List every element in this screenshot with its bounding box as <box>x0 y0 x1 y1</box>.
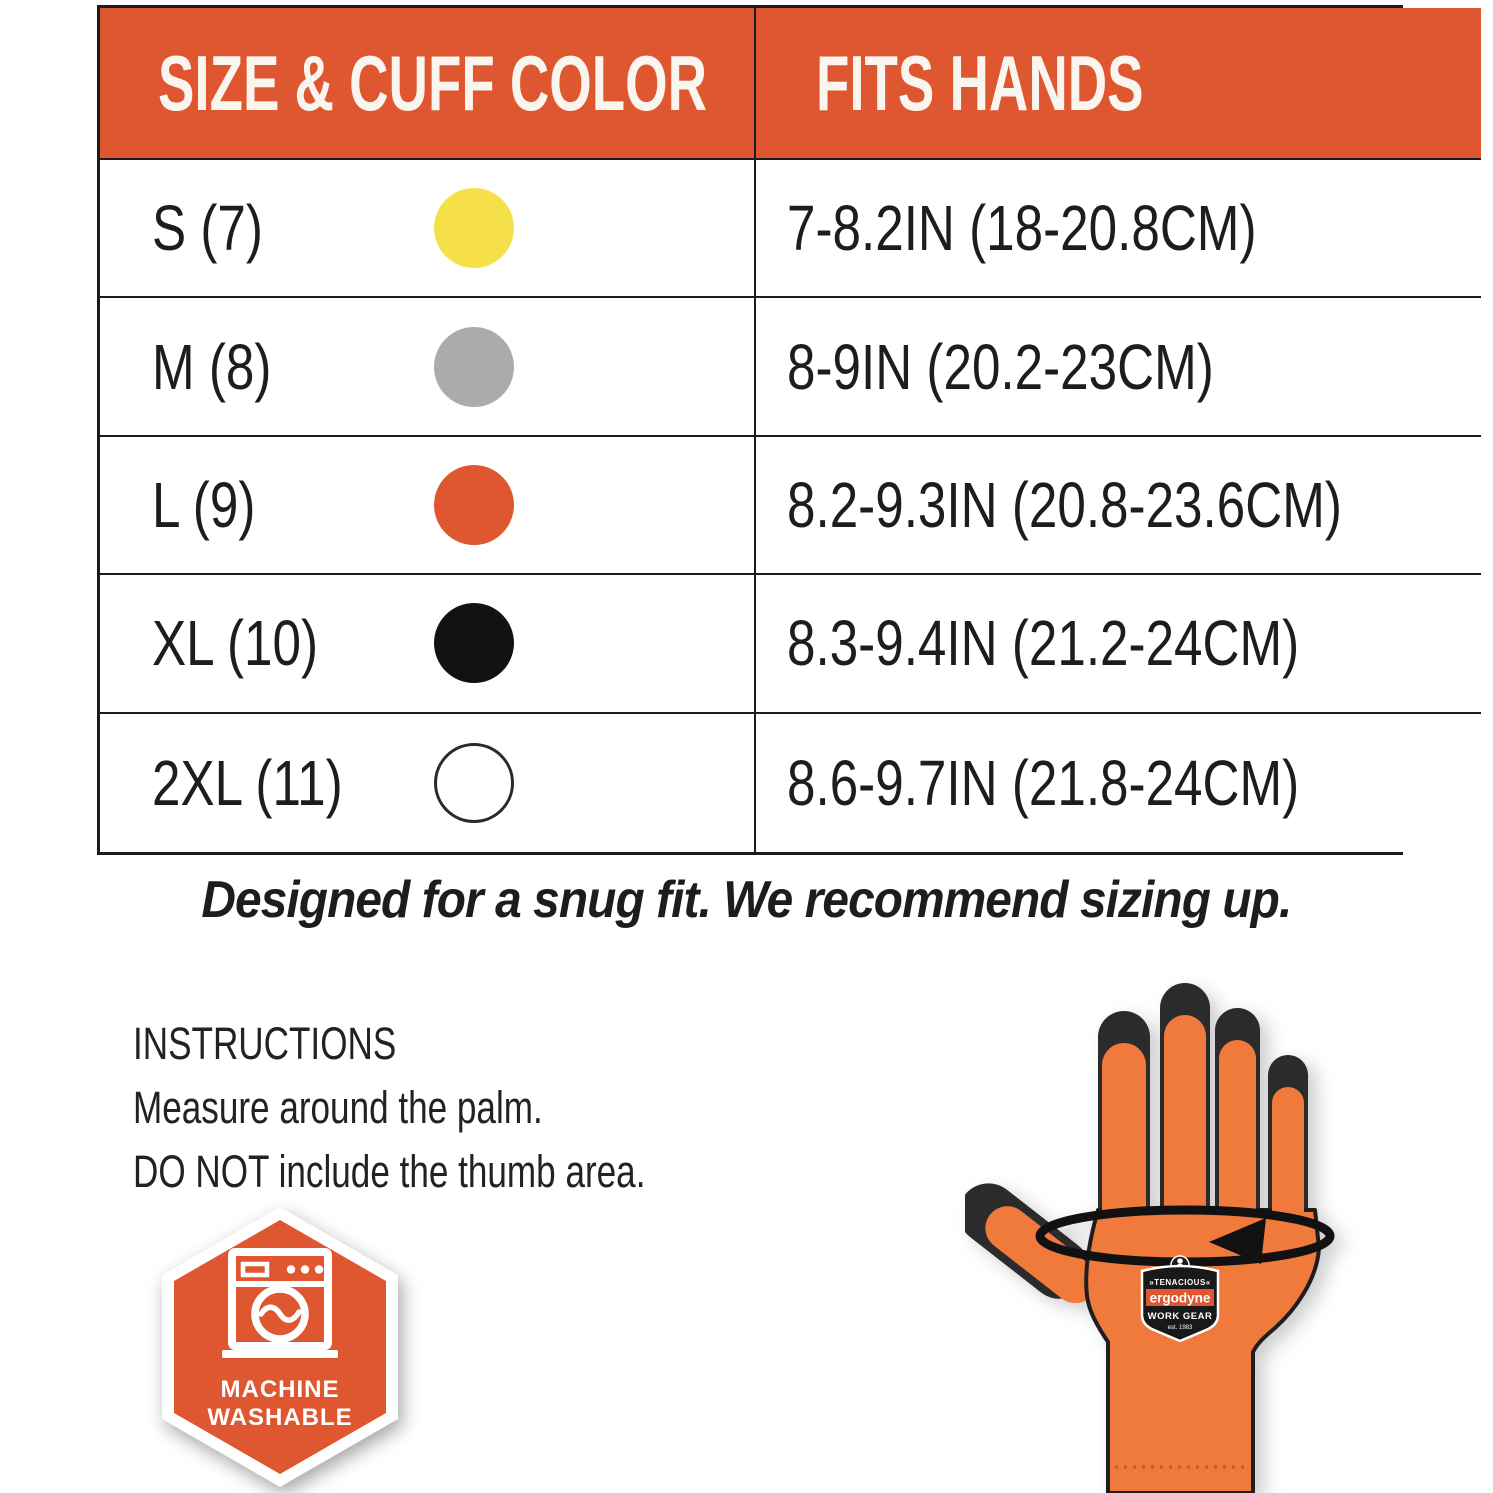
column-header-fits-hands-label: FITS HANDS <box>816 38 1144 127</box>
machine-washable-badge: MACHINE WASHABLE <box>162 1207 398 1487</box>
table-row-s-size-cell: S (7) <box>100 160 756 299</box>
instruction-line-thumb: DO NOT include the thumb area. <box>133 1146 646 1197</box>
table-row-l-size-cell: L (9) <box>100 436 756 576</box>
cuff-color-swatch-yellow <box>434 188 514 269</box>
table-row-xl-size-cell: XL (10) <box>100 575 756 714</box>
table-row-2xl-size-cell: 2XL (11) <box>100 713 756 852</box>
cuff-color-swatch-orange <box>434 464 514 545</box>
fit-note-text: Designed for a snug fit. We recommend si… <box>201 871 1293 929</box>
washing-machine-icon <box>222 1248 338 1358</box>
glove-fingers <box>1102 1015 1304 1293</box>
cuff-color-swatch-white <box>434 742 514 823</box>
fits-hands-value: 8.6-9.7IN (21.8-24CM) <box>787 746 1300 819</box>
column-header-size-cuff-color-label: SIZE & CUFF COLOR <box>158 38 708 127</box>
fit-note: Designed for a snug fit. We recommend si… <box>0 870 1493 930</box>
size-label: 2XL (11) <box>152 746 343 819</box>
fits-hands-value: 8-9IN (20.2-23CM) <box>787 330 1214 403</box>
table-row-xl-fits-cell: 8.3-9.4IN (21.2-24CM) <box>756 575 1481 714</box>
size-label: M (8) <box>152 330 272 403</box>
fits-hands-value: 8.2-9.3IN (20.8-23.6CM) <box>787 468 1342 541</box>
column-header-fits-hands: FITS HANDS <box>756 8 1481 160</box>
glove-thumb <box>965 1183 1098 1304</box>
machine-washable-label-line1: MACHINE <box>221 1376 340 1403</box>
ergodyne-brand-label: ergodyne <box>1150 1291 1211 1306</box>
instructions-block: INSTRUCTIONS Measure around the palm. DO… <box>133 1012 790 1204</box>
fits-hands-value: 8.3-9.4IN (21.2-24CM) <box>787 607 1300 680</box>
ergodyne-est-label: est. 1983 <box>1168 1325 1193 1331</box>
table-row-s-fits-cell: 7-8.2IN (18-20.8CM) <box>756 160 1481 299</box>
machine-washable-label-line2: WASHABLE <box>207 1404 352 1431</box>
glove-illustration: »TENACIOUS« ergodyne WORK GEAR est. 1983 <box>965 983 1335 1493</box>
column-header-size-cuff-color: SIZE & CUFF COLOR <box>100 8 756 160</box>
cuff-color-swatch-gray <box>434 326 514 407</box>
table-row-2xl-fits-cell: 8.6-9.7IN (21.8-24CM) <box>756 713 1481 852</box>
table-row-m-size-cell: M (8) <box>100 298 756 437</box>
table-row-m-fits-cell: 8-9IN (20.2-23CM) <box>756 298 1481 437</box>
ergodyne-tenacious-label: »TENACIOUS« <box>1149 1278 1211 1287</box>
size-label: S (7) <box>152 192 263 265</box>
fits-hands-value: 7-8.2IN (18-20.8CM) <box>787 192 1257 265</box>
ergodyne-work-gear-label: WORK GEAR <box>1148 1311 1213 1322</box>
size-label: L (9) <box>152 468 256 541</box>
instruction-line-measure: Measure around the palm. <box>133 1082 543 1133</box>
size-label: XL (10) <box>152 607 318 680</box>
instructions-title: INSTRUCTIONS <box>133 1018 397 1069</box>
cuff-color-swatch-black <box>434 603 514 684</box>
ergodyne-logo: »TENACIOUS« ergodyne WORK GEAR est. 1983 <box>1140 1255 1220 1343</box>
size-table: SIZE & CUFF COLOR FITS HANDS S (7) 7-8.2… <box>97 5 1481 855</box>
table-row-l-fits-cell: 8.2-9.3IN (20.8-23.6CM) <box>756 436 1481 576</box>
